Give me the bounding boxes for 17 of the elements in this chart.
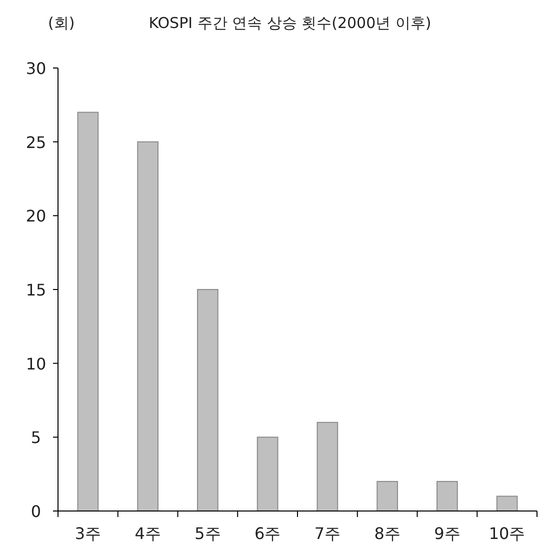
title: KOSPI 주간 연속 상승 횟수(2000년 이후) xyxy=(148,14,432,32)
x-tick-label: 5주 xyxy=(194,524,221,543)
y-tick-label: 15 xyxy=(26,280,46,300)
x-tick-label: 9주 xyxy=(434,524,460,543)
x-tick-label: 6주 xyxy=(254,524,281,543)
x-tick-label: 10주 xyxy=(488,524,526,543)
y-tick-label: 5 xyxy=(30,428,42,448)
x-tick-label: 7주 xyxy=(314,524,341,543)
y-tick-label: 20 xyxy=(26,206,46,226)
ylabel: (회) xyxy=(48,14,75,32)
y-tick-label: 10 xyxy=(26,354,46,374)
x-tick-label: 8주 xyxy=(374,524,400,543)
y-tick-label: 0 xyxy=(30,502,42,521)
x-tick-label: 4주 xyxy=(134,524,161,543)
x-tick-label: 3주 xyxy=(74,524,102,543)
y-tick-label: 30 xyxy=(26,59,46,78)
y-tick-label: 25 xyxy=(26,132,46,152)
